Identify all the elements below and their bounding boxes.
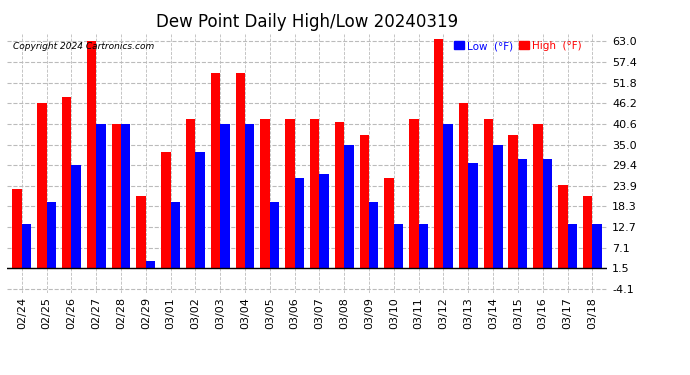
Bar: [285, 119, 295, 268]
Bar: [87, 41, 96, 268]
Bar: [419, 224, 428, 268]
Bar: [170, 202, 180, 268]
Bar: [112, 124, 121, 268]
Bar: [295, 178, 304, 268]
Bar: [459, 103, 469, 268]
Bar: [12, 189, 22, 268]
Bar: [71, 165, 81, 268]
Bar: [96, 124, 106, 268]
Bar: [359, 135, 369, 268]
Bar: [146, 261, 155, 268]
Bar: [37, 103, 47, 268]
Title: Dew Point Daily High/Low 20240319: Dew Point Daily High/Low 20240319: [156, 13, 458, 31]
Bar: [220, 124, 230, 268]
Bar: [121, 124, 130, 268]
Bar: [434, 39, 444, 268]
Bar: [444, 124, 453, 268]
Bar: [260, 119, 270, 268]
Bar: [518, 159, 527, 268]
Bar: [369, 202, 379, 268]
Bar: [469, 163, 477, 268]
Bar: [211, 73, 220, 268]
Bar: [484, 119, 493, 268]
Bar: [310, 119, 319, 268]
Bar: [245, 124, 255, 268]
Bar: [533, 124, 543, 268]
Bar: [186, 119, 195, 268]
Bar: [335, 123, 344, 268]
Bar: [161, 152, 170, 268]
Bar: [509, 135, 518, 268]
Bar: [394, 224, 403, 268]
Bar: [409, 119, 419, 268]
Bar: [47, 202, 56, 268]
Bar: [22, 224, 31, 268]
Bar: [319, 174, 329, 268]
Bar: [567, 224, 577, 268]
Bar: [493, 145, 502, 268]
Bar: [583, 196, 592, 268]
Bar: [543, 159, 552, 268]
Text: Copyright 2024 Cartronics.com: Copyright 2024 Cartronics.com: [13, 42, 154, 51]
Bar: [270, 202, 279, 268]
Bar: [62, 97, 71, 268]
Bar: [592, 224, 602, 268]
Legend: Low  (°F), High  (°F): Low (°F), High (°F): [452, 39, 584, 53]
Bar: [137, 196, 146, 268]
Bar: [195, 152, 205, 268]
Bar: [384, 178, 394, 268]
Bar: [235, 73, 245, 268]
Bar: [558, 185, 567, 268]
Bar: [344, 145, 354, 268]
